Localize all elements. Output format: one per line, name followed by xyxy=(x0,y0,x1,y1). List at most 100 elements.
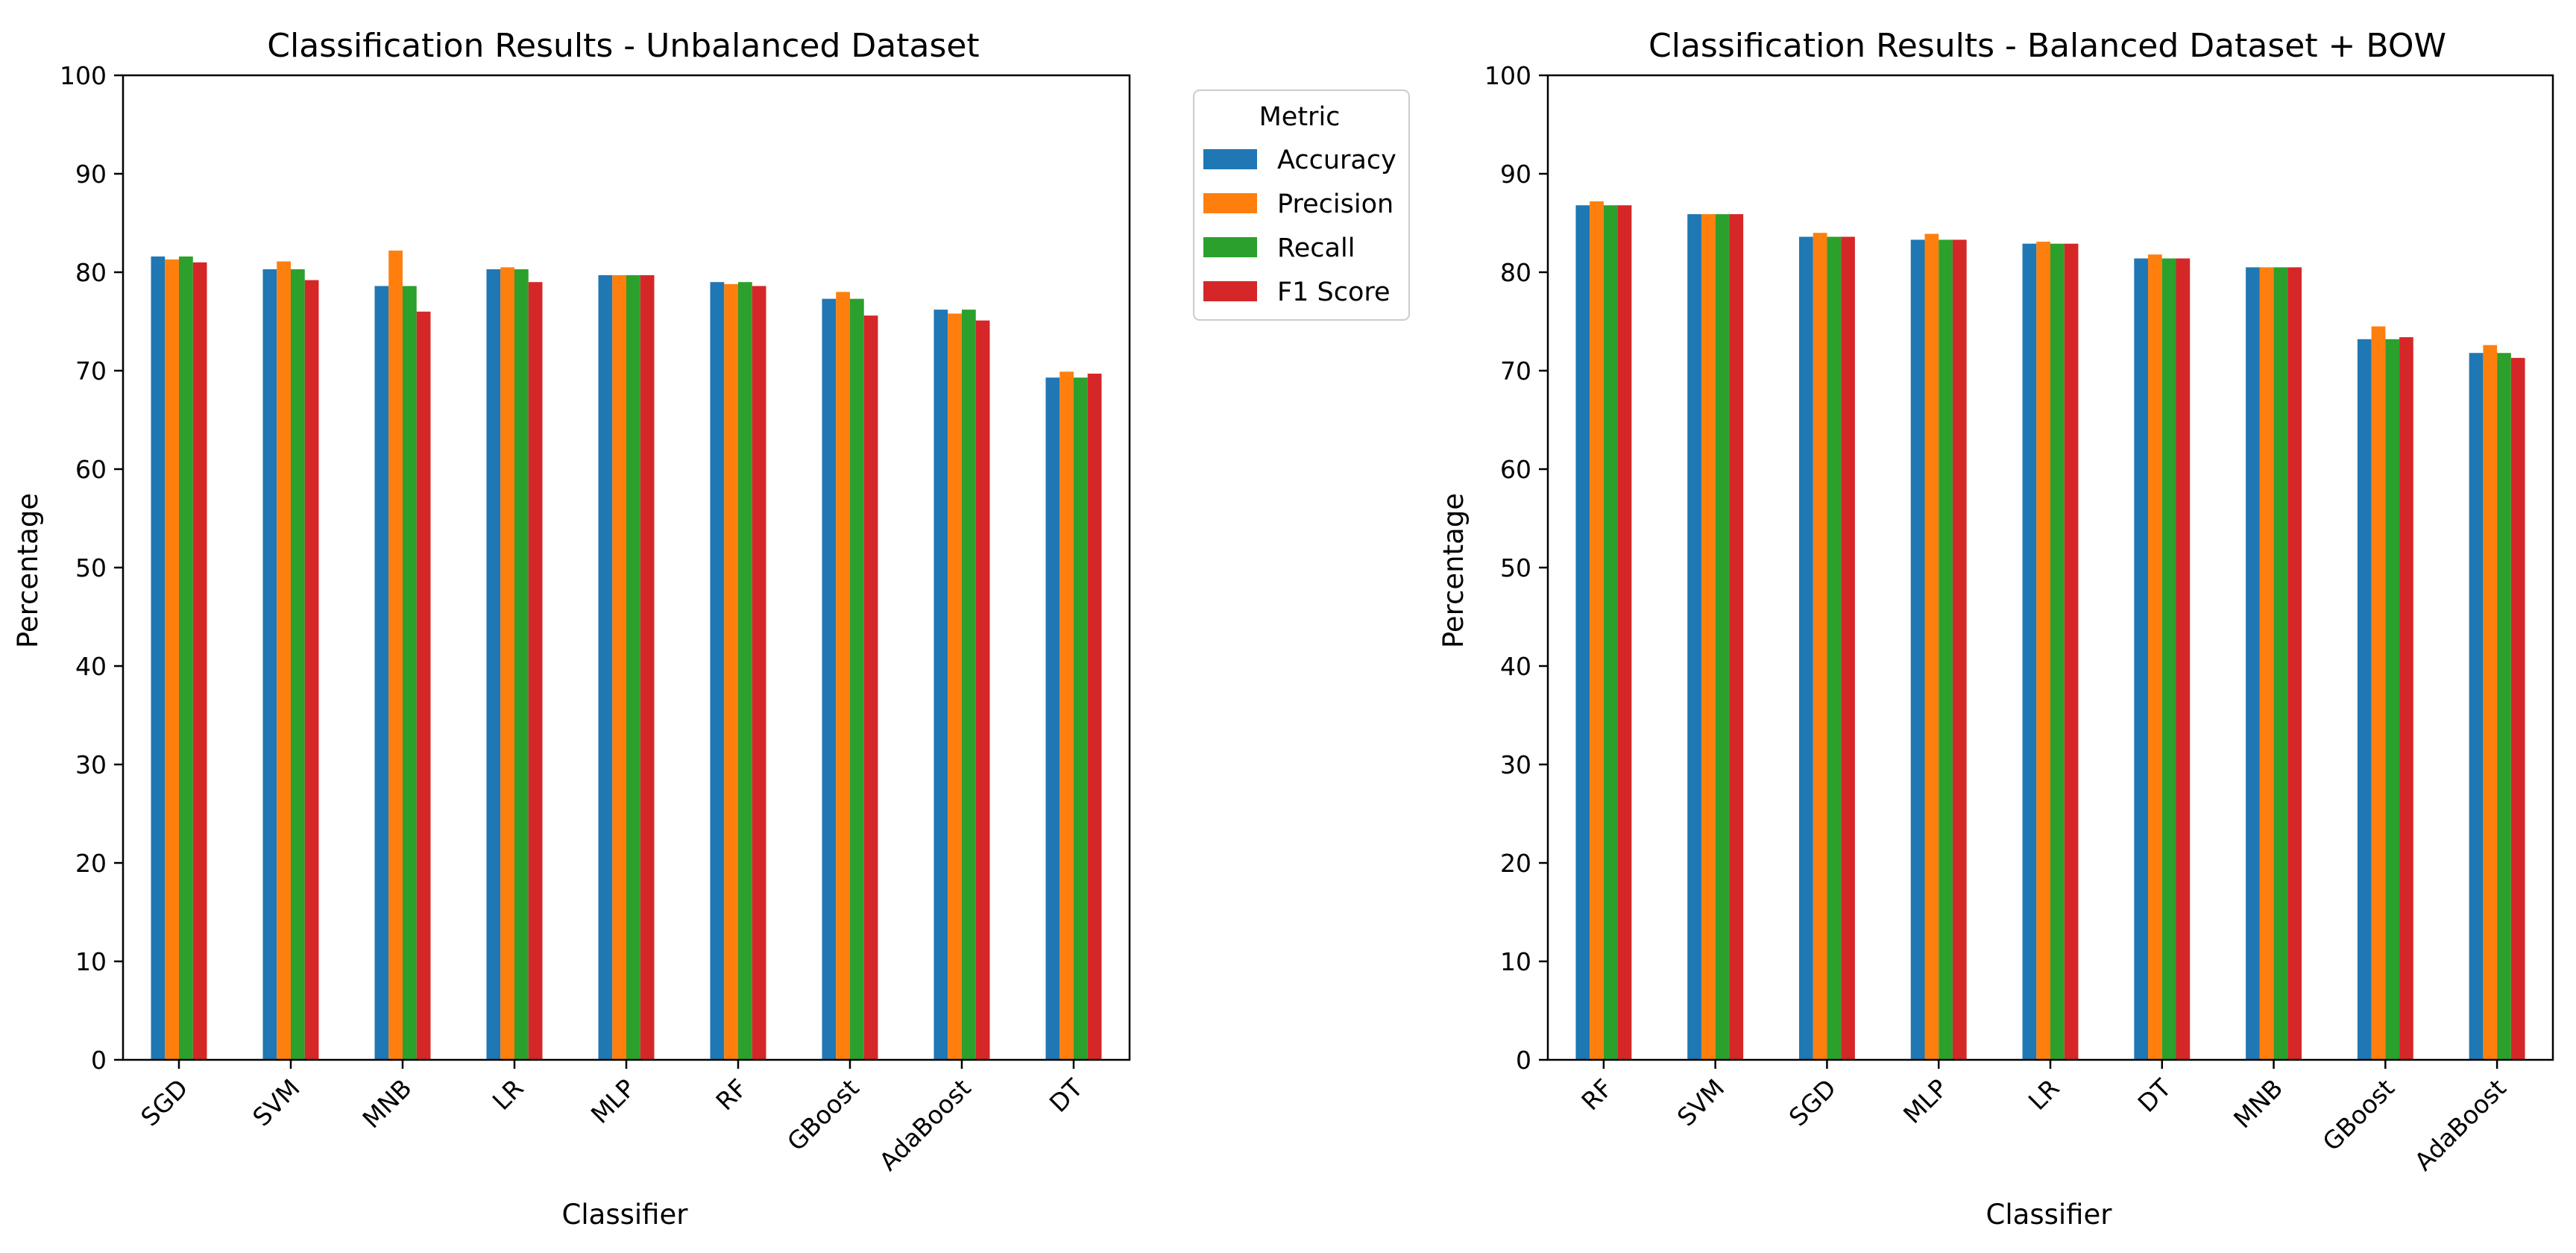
bar-rf-accuracy xyxy=(1575,205,1590,1060)
bar-sgd-f1-score xyxy=(1841,236,1855,1061)
bar-mlp-accuracy xyxy=(598,274,613,1061)
bar-mlp-recall xyxy=(1939,239,1953,1061)
bar-dt-recall xyxy=(2161,258,2176,1060)
legend: Metric Accuracy Precision Recall F1 Scor… xyxy=(1193,90,1410,321)
y-tick-label: 60 xyxy=(1500,455,1531,484)
bar-gboost-recall xyxy=(2385,339,2400,1060)
legend-label-accuracy: Accuracy xyxy=(1277,145,1396,175)
bar-adaboost-accuracy xyxy=(2469,353,2484,1060)
y-tick-label: 50 xyxy=(1500,553,1531,582)
bar-mlp-recall xyxy=(626,274,640,1061)
bar-svm-f1-score xyxy=(1729,214,1744,1060)
chart-balanced-bow: Classification Results - Balanced Datase… xyxy=(1437,27,2554,1231)
bar-adaboost-accuracy xyxy=(933,310,948,1060)
legend-swatch-f1-score xyxy=(1203,281,1257,301)
bar-gboost-accuracy xyxy=(2357,339,2372,1060)
bar-mnb-precision xyxy=(388,250,403,1061)
bar-dt-accuracy xyxy=(2134,258,2149,1060)
bar-sgd-recall xyxy=(1827,236,1842,1061)
bar-gboost-f1-score xyxy=(2399,337,2413,1060)
bar-rf-f1-score xyxy=(752,286,766,1061)
y-tick-label: 30 xyxy=(1500,750,1531,779)
bar-sgd-precision xyxy=(165,259,179,1061)
bar-sgd-precision xyxy=(1813,233,1827,1061)
legend-swatch-recall xyxy=(1203,237,1257,257)
y-tick-label: 40 xyxy=(75,652,107,681)
bar-lr-precision xyxy=(2036,242,2050,1061)
bar-adaboost-f1-score xyxy=(975,320,990,1060)
bar-gboost-accuracy xyxy=(822,298,837,1060)
bar-adaboost-f1-score xyxy=(2510,357,2525,1061)
bar-rf-precision xyxy=(1590,201,1604,1061)
bar-gboost-precision xyxy=(2371,326,2386,1061)
bar-adaboost-precision xyxy=(2483,345,2498,1060)
y-axis-label: Percentage xyxy=(12,493,44,648)
bar-mnb-accuracy xyxy=(2246,267,2260,1060)
legend-swatch-accuracy xyxy=(1203,149,1257,169)
bar-sgd-f1-score xyxy=(192,262,207,1060)
bar-svm-precision xyxy=(1701,214,1716,1060)
bar-lr-accuracy xyxy=(486,269,501,1060)
bar-lr-f1-score xyxy=(2064,243,2079,1061)
chart-title: Classification Results - Balanced Datase… xyxy=(1648,27,2446,65)
bar-mlp-f1-score xyxy=(640,274,655,1061)
x-axis-label: Classifier xyxy=(562,1199,689,1231)
bar-dt-f1-score xyxy=(2176,258,2191,1060)
y-tick-label: 90 xyxy=(1500,160,1531,189)
bar-lr-f1-score xyxy=(528,282,543,1061)
y-tick-label: 100 xyxy=(1484,61,1531,90)
y-tick-label: 70 xyxy=(1500,357,1531,386)
y-tick-label: 60 xyxy=(75,455,107,484)
y-tick-label: 0 xyxy=(91,1046,107,1075)
y-tick-label: 80 xyxy=(1500,258,1531,287)
bar-gboost-f1-score xyxy=(863,315,878,1061)
bar-rf-recall xyxy=(1603,205,1618,1060)
bar-mnb-recall xyxy=(403,286,417,1061)
bar-dt-f1-score xyxy=(1087,373,1102,1061)
bar-rf-f1-score xyxy=(1617,205,1632,1060)
bar-lr-recall xyxy=(2050,243,2065,1061)
y-tick-label: 80 xyxy=(75,258,107,287)
y-tick-label: 30 xyxy=(75,750,107,779)
bar-svm-recall xyxy=(291,269,305,1060)
bar-mlp-accuracy xyxy=(1910,239,1925,1061)
bar-svm-accuracy xyxy=(1687,214,1701,1060)
bar-mnb-recall xyxy=(2273,267,2288,1060)
plot-frame xyxy=(1546,74,2554,1061)
bar-dt-precision xyxy=(1059,371,1074,1060)
bar-gboost-precision xyxy=(836,292,850,1060)
bar-mnb-f1-score xyxy=(2287,267,2302,1060)
y-tick-label: 40 xyxy=(1500,652,1531,681)
y-tick-label: 0 xyxy=(1516,1046,1531,1075)
legend-title: Metric xyxy=(1259,102,1341,132)
legend-swatch-precision xyxy=(1203,193,1257,213)
bars-group xyxy=(1575,201,2525,1061)
bar-dt-precision xyxy=(2148,254,2162,1060)
legend-label-precision: Precision xyxy=(1277,189,1394,219)
bar-dt-accuracy xyxy=(1045,377,1060,1060)
bar-mnb-f1-score xyxy=(416,311,431,1060)
y-tick-label: 70 xyxy=(75,357,107,386)
bar-mlp-f1-score xyxy=(1952,239,1967,1061)
y-tick-label: 90 xyxy=(75,160,107,189)
bar-svm-precision xyxy=(277,261,291,1061)
bar-mnb-accuracy xyxy=(374,286,389,1061)
bar-mnb-precision xyxy=(2259,267,2274,1060)
plot-frame xyxy=(122,74,1131,1061)
bar-lr-precision xyxy=(500,267,514,1060)
y-tick-label: 20 xyxy=(75,849,107,878)
y-tick-label: 100 xyxy=(60,61,107,90)
legend-label-f1-score: F1 Score xyxy=(1277,277,1391,307)
legend-box xyxy=(1193,90,1410,321)
bar-mlp-precision xyxy=(1924,233,1939,1060)
legend-label-recall: Recall xyxy=(1277,233,1355,263)
x-axis-label: Classifier xyxy=(1986,1199,2113,1231)
bar-svm-f1-score xyxy=(304,280,319,1060)
bars-group xyxy=(151,250,1102,1061)
y-tick-label: 10 xyxy=(1500,947,1531,976)
bar-adaboost-recall xyxy=(962,310,976,1060)
y-axis-label: Percentage xyxy=(1437,493,1470,648)
bar-sgd-accuracy xyxy=(1799,236,1813,1061)
bar-rf-precision xyxy=(724,283,738,1061)
